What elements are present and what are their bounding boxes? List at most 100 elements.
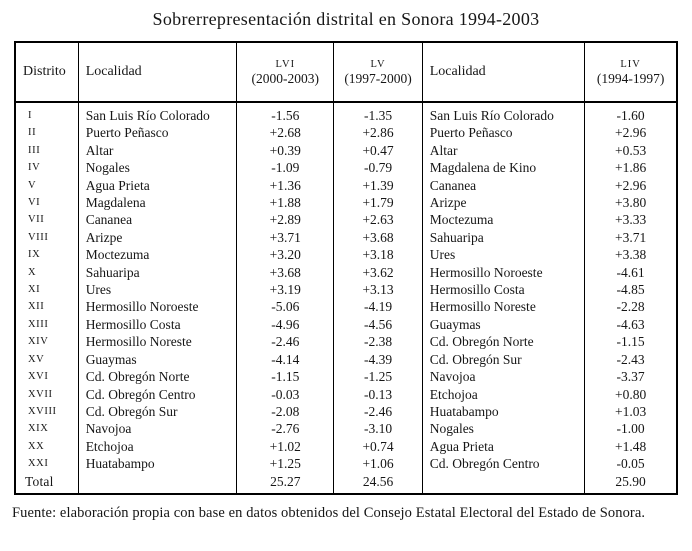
liv-value-cell: -1.60	[584, 102, 677, 125]
header-liv: LIV (1994-1997)	[584, 42, 677, 103]
liv-value-cell: +1.03	[584, 402, 677, 421]
lv-value-cell: +0.74	[333, 437, 423, 456]
lv-value-cell: -2.38	[333, 333, 423, 351]
lv-value-cell: -4.19	[333, 298, 423, 316]
lv-value-cell: -4.56	[333, 315, 423, 334]
lvi-value-cell: -4.14	[236, 350, 334, 369]
lv-value-cell: +2.63	[333, 211, 423, 229]
distrito-cell: XV	[28, 353, 45, 365]
localidad-left-cell: Guaymas	[77, 350, 237, 369]
localidad-right-cell: Ures	[421, 246, 585, 264]
lvi-value-cell: +3.20	[236, 246, 334, 264]
table-row: VII Cananea +2.89 +2.63 Moctezuma +3.33	[15, 211, 677, 229]
lv-value-cell: -3.10	[333, 420, 423, 438]
lvi-value-cell: -1.09	[236, 159, 334, 177]
localidad-left-cell: Hermosillo Noroeste	[77, 298, 237, 316]
table-row: XVIII Cd. Obregón Sur -2.08 -2.46 Huatab…	[15, 402, 677, 421]
liv-value-cell: -4.63	[584, 315, 677, 334]
table-row: XIX Navojoa -2.76 -3.10 Nogales -1.00	[15, 420, 677, 438]
localidad-left-cell: Agua Prieta	[77, 176, 237, 195]
liv-value-cell: +1.86	[584, 159, 677, 177]
liv-value-cell: -1.15	[584, 333, 677, 351]
localidad-left-cell: Hermosillo Noreste	[77, 333, 237, 351]
lvi-value-cell: -2.46	[236, 333, 334, 351]
localidad-left-cell: Navojoa	[77, 420, 237, 438]
table-row: XVI Cd. Obregón Norte -1.15 -1.25 Navojo…	[15, 368, 677, 386]
lvi-value-cell: +3.19	[236, 281, 334, 299]
table-row: X Sahuaripa +3.68 +3.62 Hermosillo Noroe…	[15, 263, 677, 282]
table-row: IV Nogales -1.09 -0.79 Magdalena de Kino…	[15, 159, 677, 177]
liv-value-cell: +3.33	[584, 211, 677, 229]
localidad-left-cell: Sahuaripa	[77, 263, 237, 282]
lvi-value-cell: -5.06	[236, 298, 334, 316]
distrito-cell: IV	[28, 162, 41, 174]
localidad-right-cell: Moctezuma	[421, 211, 585, 229]
localidad-right-cell: Altar	[421, 141, 585, 160]
distrito-cell: XXI	[28, 458, 49, 470]
lv-value-cell: -0.13	[333, 385, 423, 403]
total-label: Total	[25, 473, 54, 489]
table-row: XI Ures +3.19 +3.13 Hermosillo Costa -4.…	[15, 281, 677, 299]
liv-value-cell: -4.85	[584, 281, 677, 299]
table-row: XIV Hermosillo Noreste -2.46 -2.38 Cd. O…	[15, 333, 677, 351]
lvi-value-cell: +0.39	[236, 141, 334, 160]
legislature-lv-period: (1997-2000)	[344, 71, 412, 86]
table-row: XII Hermosillo Noroeste -5.06 -4.19 Herm…	[15, 298, 677, 316]
legislature-liv-period: (1994-1997)	[596, 71, 665, 86]
localidad-left-cell: Huatabampo	[77, 455, 237, 473]
localidad-right-cell: Navojoa	[421, 368, 585, 386]
localidad-right-cell: Cananea	[421, 176, 585, 195]
localidad-left-cell: Magdalena	[77, 194, 237, 212]
lv-value-cell: -1.35	[333, 102, 423, 125]
localidad-left-cell: Ures	[77, 281, 237, 299]
lvi-value-cell: +3.68	[236, 263, 334, 282]
localidad-right-cell: Cd. Obregón Norte	[421, 333, 585, 351]
table-row: XVII Cd. Obregón Centro -0.03 -0.13 Etch…	[15, 385, 677, 403]
lv-value-cell: +0.47	[333, 141, 423, 160]
legislature-lvi-label: LVI	[275, 59, 296, 70]
lvi-value-cell: +1.88	[236, 194, 334, 212]
localidad-right-cell: Etchojoa	[421, 385, 585, 403]
liv-value-cell: +3.38	[584, 246, 677, 264]
header-lv: LV (1997-2000)	[333, 42, 423, 103]
distrito-cell: I	[28, 110, 33, 121]
table-row: XIII Hermosillo Costa -4.96 -4.56 Guayma…	[15, 315, 677, 334]
localidad-left-cell: San Luis Río Colorado	[77, 102, 237, 125]
lv-value-cell: +1.79	[333, 194, 423, 212]
header-localidad-right: Localidad	[421, 42, 585, 103]
liv-value-cell: -0.05	[584, 455, 677, 473]
lvi-value-cell: +1.02	[236, 437, 334, 456]
lv-value-cell: +3.18	[333, 246, 423, 264]
lv-value-cell: +1.06	[333, 455, 423, 473]
localidad-right-cell: Nogales	[421, 420, 585, 438]
table-row: XXI Huatabampo +1.25 +1.06 Cd. Obregón C…	[15, 455, 677, 473]
localidad-right-cell: Sahuaripa	[421, 228, 585, 247]
localidad-left-cell: Cd. Obregón Sur	[77, 402, 237, 421]
table-row: XX Etchojoa +1.02 +0.74 Agua Prieta +1.4…	[15, 437, 677, 456]
distrito-cell: XX	[28, 440, 45, 452]
distrito-cell: II	[28, 127, 37, 139]
total-localidad-left-cell	[77, 472, 237, 494]
localidad-right-cell: Hermosillo Noreste	[421, 298, 585, 316]
lvi-value-cell: +2.68	[236, 124, 334, 142]
lv-value-cell: +3.13	[333, 281, 423, 299]
total-liv-value: 25.90	[584, 472, 677, 494]
distrito-cell: VII	[28, 214, 45, 226]
distrito-cell: IX	[28, 249, 41, 261]
distrito-cell: VI	[28, 197, 41, 209]
localidad-right-cell: Hermosillo Costa	[421, 281, 585, 299]
distrito-cell: XVI	[28, 371, 49, 383]
liv-value-cell: -2.28	[584, 298, 677, 316]
localidad-right-cell: Guaymas	[421, 315, 585, 334]
lvi-value-cell: +3.71	[236, 228, 334, 247]
liv-value-cell: -4.61	[584, 263, 677, 282]
total-localidad-right-cell	[421, 472, 585, 494]
lv-value-cell: +3.62	[333, 263, 423, 282]
localidad-right-cell: Arizpe	[421, 194, 585, 212]
table-row: VIII Arizpe +3.71 +3.68 Sahuaripa +3.71	[15, 228, 677, 247]
liv-value-cell: +3.71	[584, 228, 677, 247]
header-lvi: LVI (2000-2003)	[236, 42, 334, 103]
lv-value-cell: -4.39	[333, 350, 423, 369]
distrito-cell: XVIII	[28, 405, 57, 417]
sobrerrepresentacion-table: Distrito Localidad LVI (2000-2003) LV (1…	[14, 41, 678, 495]
